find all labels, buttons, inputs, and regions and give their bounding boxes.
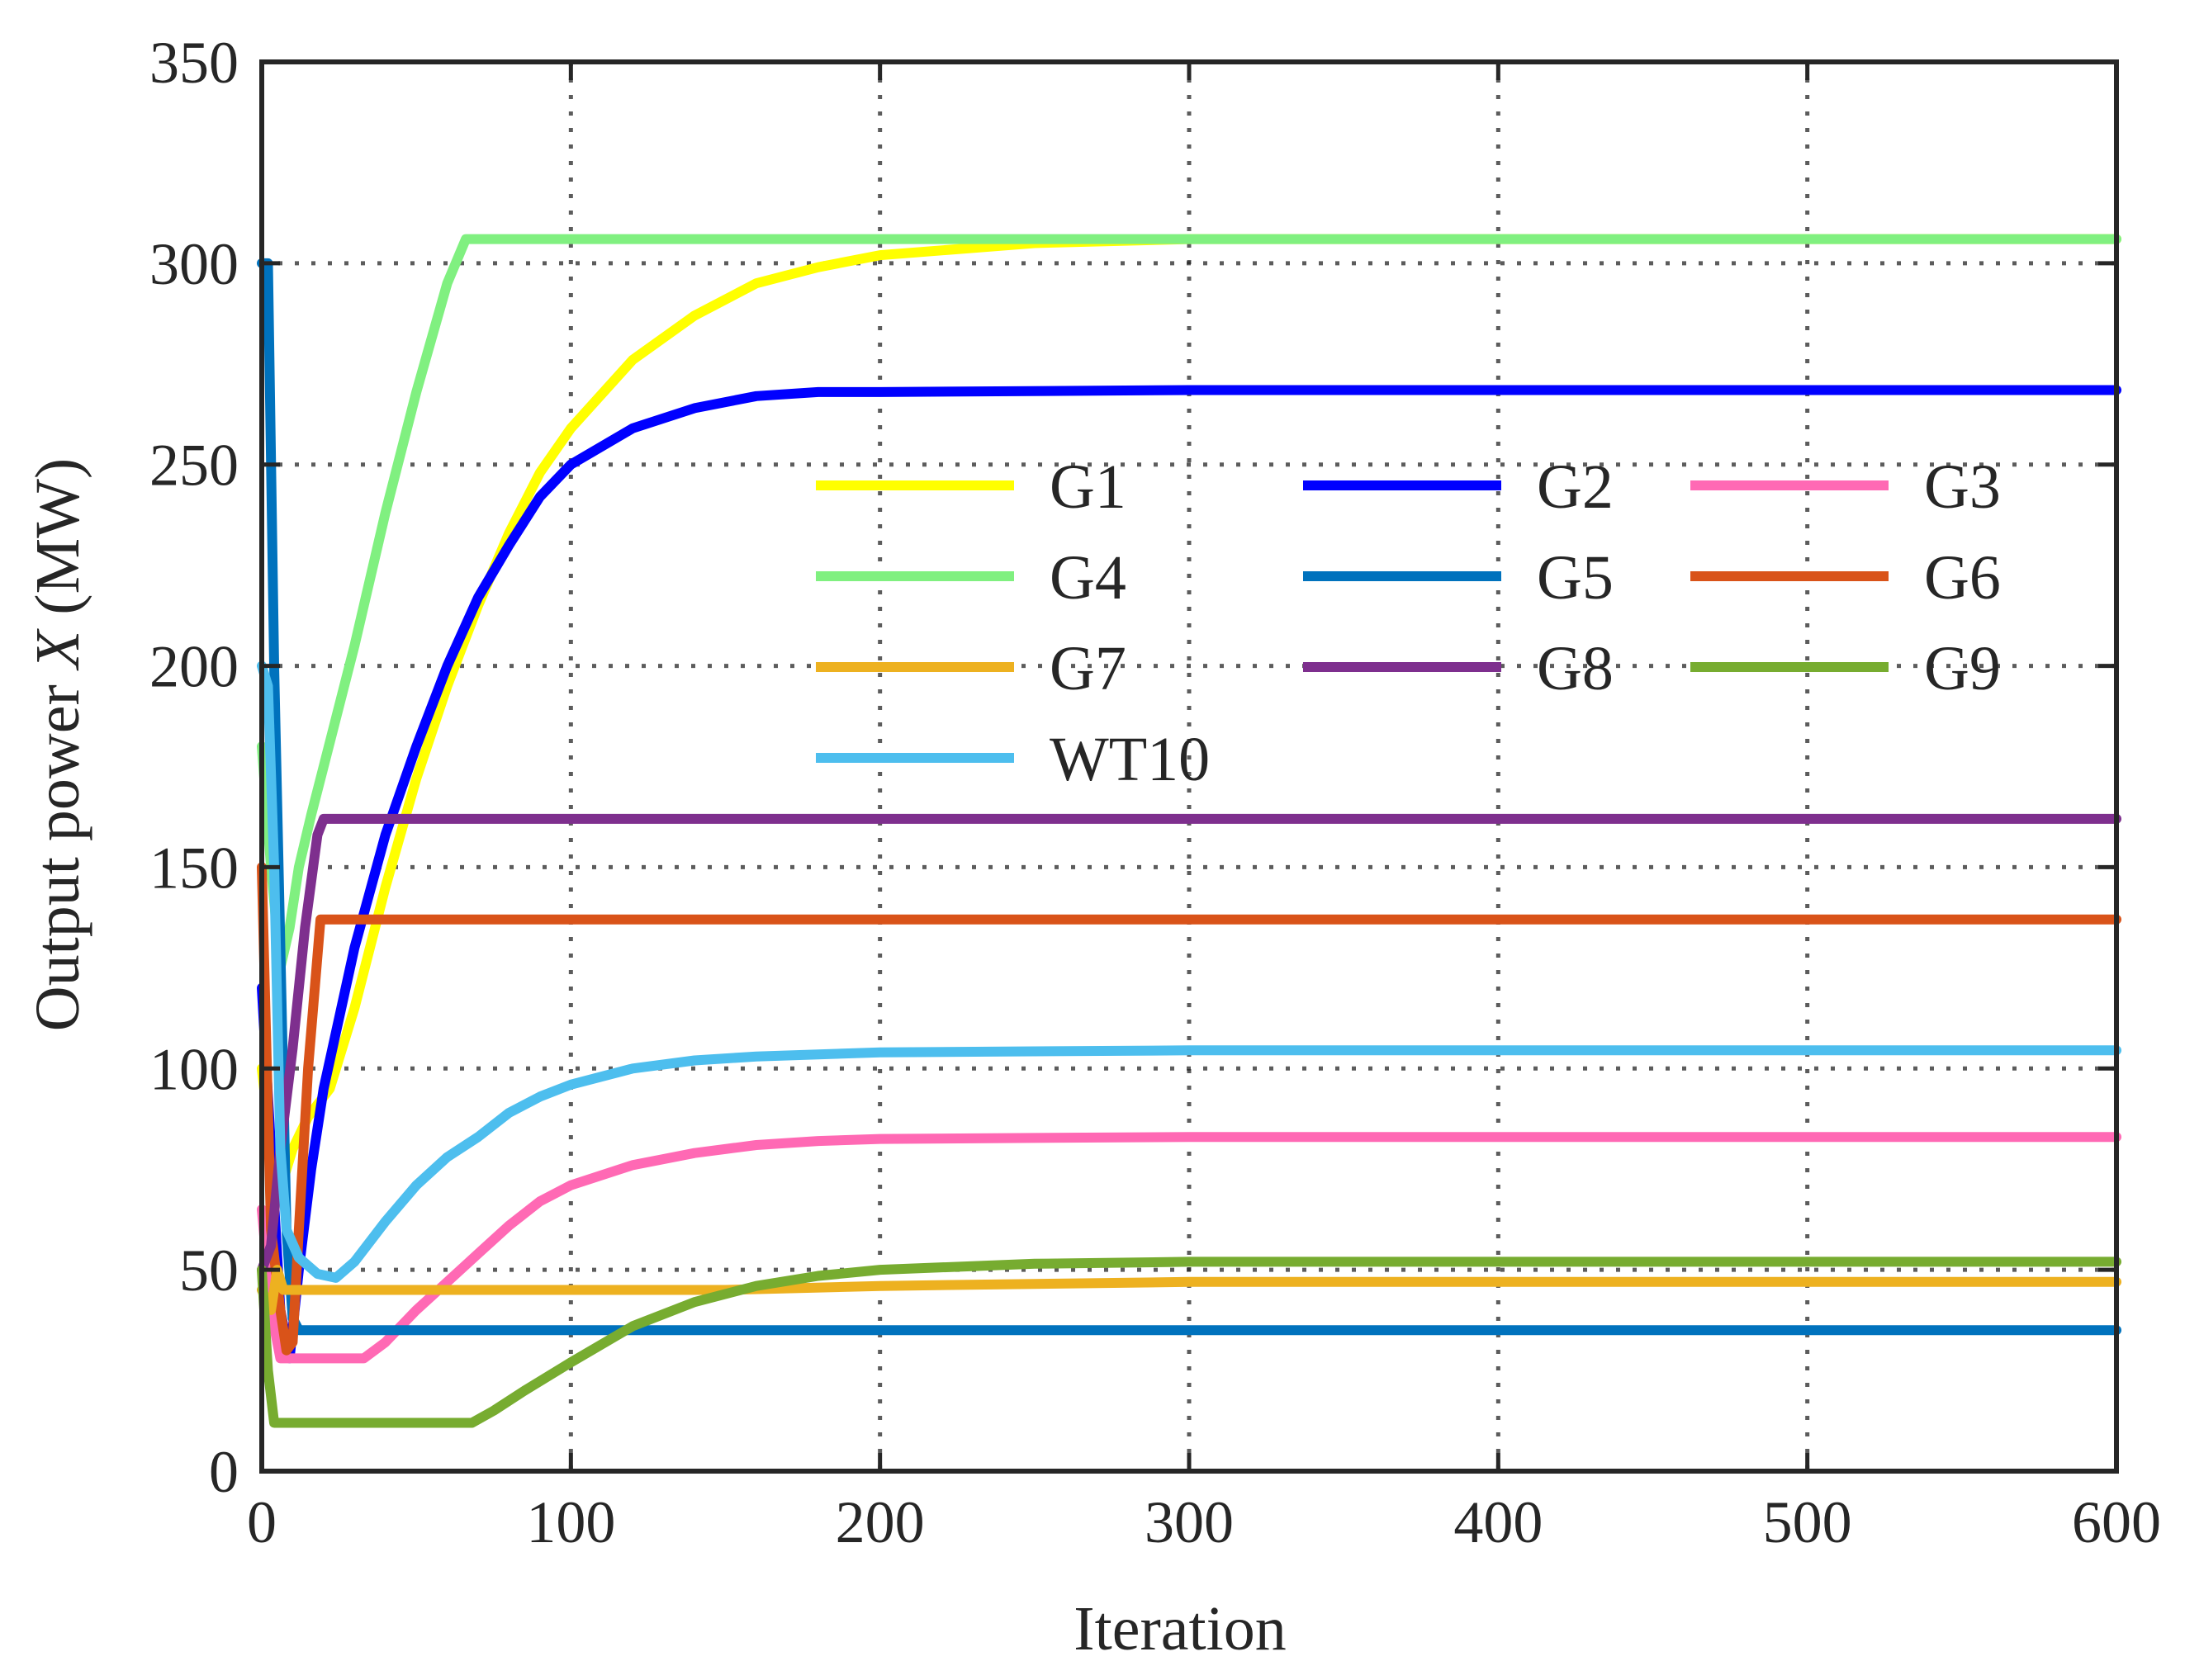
legend: G1 G2 G3 G4 G5 G6 G7 G8 G9 WT10 bbox=[816, 452, 2001, 794]
y-tick-label: 200 bbox=[149, 634, 239, 700]
x-tick-label: 200 bbox=[836, 1489, 925, 1555]
series-line-g3 bbox=[257, 1132, 2121, 1364]
x-tick-label: 0 bbox=[247, 1489, 277, 1555]
legend-label-g2: G2 bbox=[1537, 452, 1614, 522]
legend-label-g9: G9 bbox=[1924, 634, 2001, 703]
x-tick-label: 400 bbox=[1453, 1489, 1543, 1555]
ticks: 0 100 200 300 400 500 600 0 50 100 150 200 250 300 350 bbox=[149, 30, 2161, 1555]
series-line-g7 bbox=[257, 1265, 2121, 1315]
y-tick-label: 250 bbox=[149, 433, 239, 499]
y-tick-label: 50 bbox=[179, 1238, 239, 1304]
x-tick-label: 600 bbox=[2072, 1489, 2161, 1555]
legend-label-g3: G3 bbox=[1924, 452, 2001, 522]
y-tick-label: 0 bbox=[209, 1439, 239, 1505]
legend-label-g4: G4 bbox=[1050, 543, 1126, 613]
legend-label-g1: G1 bbox=[1050, 452, 1126, 522]
y-tick-label: 150 bbox=[149, 835, 239, 901]
series-layer bbox=[257, 234, 2121, 1428]
y-axis-label-variable: X bbox=[23, 628, 92, 671]
y-tick-label: 100 bbox=[149, 1036, 239, 1102]
y-axis-label-unit: (MW) bbox=[23, 458, 92, 631]
series-line-g8 bbox=[257, 813, 2121, 1275]
legend-label-g7: G7 bbox=[1050, 634, 1126, 703]
y-tick-label: 350 bbox=[149, 30, 239, 96]
y-axis-label-prefix: Output power bbox=[23, 669, 92, 1031]
legend-label-g8: G8 bbox=[1537, 634, 1614, 703]
legend-label-g6: G6 bbox=[1924, 543, 2001, 613]
series-line-wt10 bbox=[257, 660, 2121, 1283]
x-axis-label: Iteration bbox=[1074, 1594, 1286, 1663]
grid bbox=[262, 62, 2116, 1471]
legend-label-wt10: WT10 bbox=[1050, 725, 1210, 794]
series-line-g9 bbox=[257, 1256, 2121, 1428]
x-tick-label: 100 bbox=[526, 1489, 615, 1555]
x-tick-label: 300 bbox=[1145, 1489, 1234, 1555]
x-tick-label: 500 bbox=[1763, 1489, 1852, 1555]
y-tick-label: 300 bbox=[149, 231, 239, 297]
legend-label-g5: G5 bbox=[1537, 543, 1614, 613]
y-axis-label: Output power X (MW) bbox=[23, 458, 92, 1031]
